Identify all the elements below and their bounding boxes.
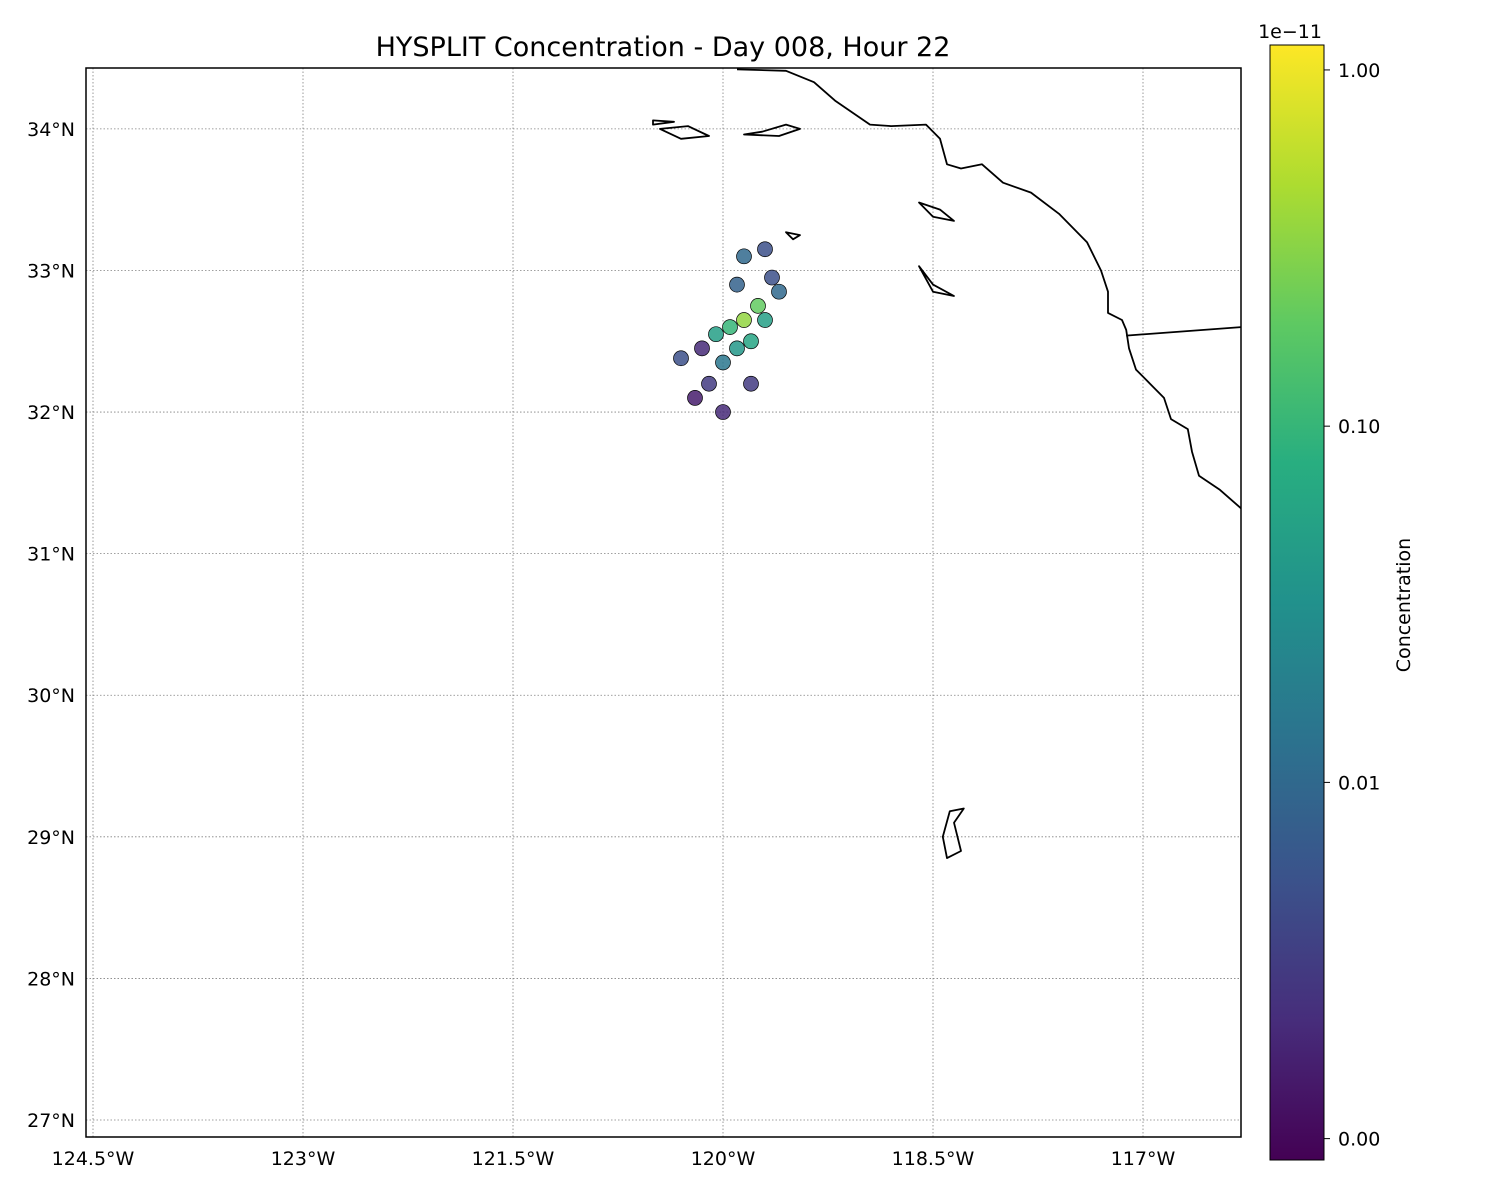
island-outline [941,807,965,859]
concentration-point [736,312,752,328]
island-outline [918,201,955,222]
gridlines [86,68,1241,1137]
y-tick-label: 28°N [27,968,75,990]
colorbar-gradient [1269,44,1325,1161]
concentration-point [771,283,787,300]
colorbar-tick-label: 0.00 [1338,1129,1380,1151]
concentration-points [673,241,787,420]
map-area: 124.5°W 123°W 121.5°W 120°W 118.5°W 117°W 27°… [27,67,1242,1170]
island-outline [785,231,801,241]
concentration-point [715,404,731,420]
concentration-point [757,241,773,258]
colorbar-offset-label: 1e−11 [1258,21,1322,43]
colorbar-label: Concentration [1393,538,1415,672]
map-frame [85,67,1242,1138]
colorbar: 1e−11 0.00 0.01 0.10 1.00 Concentration [1258,21,1415,1161]
country-border [1126,326,1241,337]
y-tick-label: 29°N [27,827,75,849]
coastlines [652,68,1241,859]
x-tick-label: 121.5°W [472,1148,555,1170]
concentration-point [743,333,759,350]
mainland-coastline [736,68,1241,509]
x-tick-label: 118.5°W [892,1148,975,1170]
map-background [86,68,1241,1137]
concentration-point [715,354,731,371]
y-tick-label: 27°N [27,1110,75,1132]
concentration-point [708,326,724,343]
y-axis-ticks: 27°N 28°N 29°N 30°N 31°N 32°N 33°N 34°N [27,119,75,1132]
x-tick-label: 123°W [271,1148,336,1170]
colorbar-ticks: 0.00 0.01 0.10 1.00 [1324,60,1380,1151]
concentration-point [729,340,745,357]
island-outline [652,119,675,126]
y-tick-label: 30°N [27,685,75,707]
concentration-point [736,248,752,265]
x-tick-label: 120°W [691,1148,756,1170]
x-tick-label: 124.5°W [52,1148,135,1170]
concentration-point [673,350,689,367]
y-tick-label: 34°N [27,119,75,141]
colorbar-tick-label: 0.10 [1338,416,1380,438]
y-tick-label: 33°N [27,260,75,282]
chart-title: HYSPLIT Concentration - Day 008, Hour 22 [376,32,951,63]
concentration-point [729,276,745,293]
x-axis-ticks: 124.5°W 123°W 121.5°W 120°W 118.5°W 117°W [52,1148,1176,1170]
concentration-point [701,375,717,392]
x-tick-label: 117°W [1111,1148,1176,1170]
concentration-point [757,312,773,328]
concentration-point [687,390,703,406]
concentration-point [722,319,738,335]
concentration-point [750,298,766,314]
island-outline [743,123,801,137]
y-tick-label: 31°N [27,544,75,566]
island-outline [659,125,710,140]
concentration-point [694,340,710,357]
colorbar-tick-label: 1.00 [1338,60,1380,82]
island-outline [918,265,955,297]
colorbar-tick-label: 0.01 [1338,772,1380,794]
concentration-point [764,269,780,286]
concentration-point [743,375,759,392]
y-tick-label: 32°N [27,402,75,424]
